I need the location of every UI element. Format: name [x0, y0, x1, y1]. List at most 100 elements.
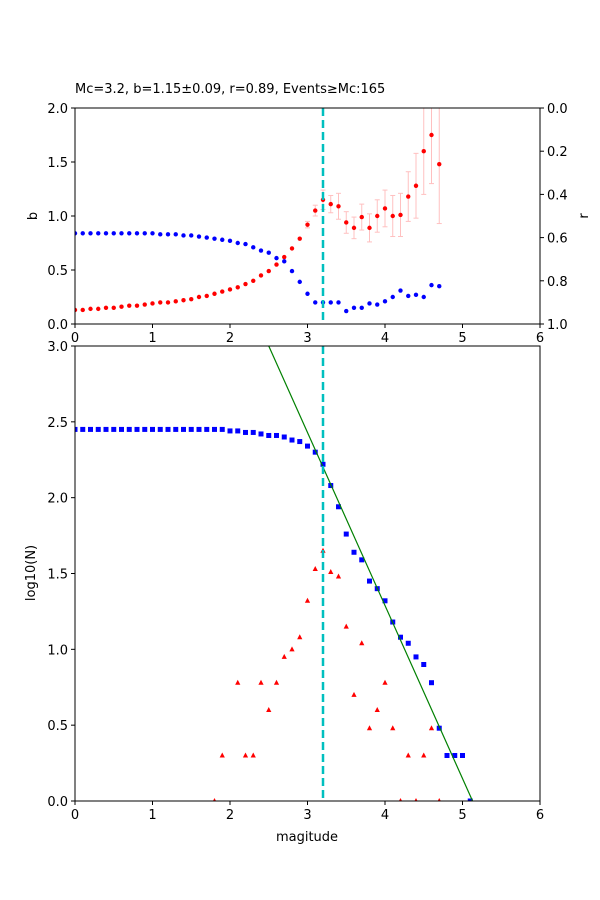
noncumulative-count-point — [366, 725, 373, 731]
cumulative-count-point — [274, 432, 279, 438]
cumulative-count-point — [196, 426, 202, 432]
r-value-point — [173, 232, 178, 237]
r-value-point — [243, 241, 248, 247]
x-tick-label: 5 — [458, 808, 466, 823]
b-value-point — [212, 291, 217, 296]
frequency-marks — [75, 346, 474, 801]
gr-fit-line — [268, 346, 474, 801]
bottom-xlabel: magitude — [276, 830, 338, 845]
cumulative-count-point — [204, 426, 210, 432]
b-value-point — [227, 287, 233, 292]
b-value-point — [429, 132, 434, 138]
noncumulative-count-point — [374, 707, 380, 712]
r-value-point — [88, 231, 93, 236]
r-value-point — [297, 279, 302, 285]
cumulative-count-point — [289, 437, 295, 443]
cumulative-count-point — [165, 426, 171, 432]
noncumulative-count-point — [398, 798, 403, 801]
y-tick-label: 3.0 — [47, 340, 68, 355]
x-tick-label: 6 — [536, 331, 544, 346]
b-value-point — [313, 208, 318, 213]
r-value-point — [313, 300, 318, 305]
b-value-point — [134, 303, 140, 308]
r-value-point — [336, 300, 341, 305]
x-tick-label: 5 — [458, 331, 466, 346]
r-value-point — [390, 294, 395, 300]
noncumulative-count-point — [304, 597, 311, 603]
y-tick-label: 1.5 — [47, 568, 68, 583]
x-tick-label: 4 — [381, 331, 389, 346]
cumulative-count-point — [398, 634, 403, 640]
x-tick-label: 1 — [148, 808, 156, 823]
y-tick-label: 0.0 — [47, 795, 68, 810]
y-tick-label: 2.5 — [47, 416, 68, 431]
cumulative-count-point — [367, 578, 372, 584]
noncumulative-count-point — [250, 752, 256, 758]
cumulative-count-point — [212, 426, 217, 432]
b-value-point — [235, 285, 240, 290]
b-value-point — [359, 214, 364, 220]
noncumulative-count-point — [297, 634, 303, 640]
r-value-point — [251, 245, 256, 250]
b-value-point — [406, 194, 411, 199]
r-value-point — [111, 231, 116, 236]
r-value-point — [421, 294, 426, 300]
r-value-point — [196, 234, 202, 239]
r-value-point — [119, 231, 124, 236]
y-tick-label: 2.0 — [47, 102, 68, 117]
noncumulative-count-point — [405, 752, 411, 758]
noncumulative-count-point — [258, 679, 264, 685]
bottom-clipped-marks — [75, 346, 474, 801]
cumulative-count-point — [188, 426, 194, 432]
b-value-point — [390, 213, 395, 219]
b-value-point — [189, 296, 194, 302]
cumulative-count-point — [421, 662, 427, 667]
cumulative-count-point — [142, 426, 148, 432]
b-value-point — [204, 293, 209, 299]
b-value-point — [344, 220, 349, 225]
b-value-point — [328, 201, 333, 207]
r-value-point — [80, 231, 85, 236]
frequency-panel: 0 1 2 3 4 5 6 0.0 0.5 1.0 1.5 2.0 2.5 3.0 magitude lo… — [24, 340, 544, 845]
cumulative-count-point — [111, 426, 117, 432]
noncumulative-count-point — [289, 646, 295, 652]
r-value-point — [429, 282, 434, 288]
noncumulative-count-point — [242, 752, 249, 758]
cumulative-count-point — [305, 443, 310, 449]
right-y-tick-label: 0.0 — [547, 102, 568, 117]
r-value-point — [127, 231, 132, 236]
r-value-point — [359, 305, 364, 310]
x-tick-label: 3 — [303, 808, 311, 823]
r-value-point — [274, 255, 279, 261]
cumulative-count-point — [312, 449, 318, 455]
b-value-point — [165, 300, 171, 305]
r-value-point — [398, 288, 403, 293]
cumulative-count-point — [258, 431, 264, 437]
x-tick-label: 0 — [71, 808, 79, 823]
cumulative-count-point — [382, 598, 388, 604]
r-value-point — [189, 233, 194, 238]
r-value-point — [134, 231, 140, 236]
b-value-point — [258, 273, 264, 278]
r-value-point — [344, 308, 349, 314]
b-value-point — [282, 254, 287, 260]
b-value-point — [173, 299, 178, 304]
r-value-point — [235, 240, 240, 246]
r-value-point — [305, 291, 310, 296]
r-value-point — [165, 232, 171, 237]
right-y-tick-label: 0.2 — [547, 145, 568, 160]
r-value-point — [406, 293, 411, 299]
top-ylabel: b — [26, 212, 41, 220]
x-tick-label: 2 — [226, 808, 234, 823]
r-value-point — [158, 232, 163, 237]
b-value-point — [305, 222, 310, 227]
r-value-point — [282, 259, 287, 264]
noncumulative-count-point — [235, 679, 241, 685]
r-value-point — [96, 231, 101, 236]
b-value-point — [251, 278, 256, 283]
cumulative-count-point — [250, 429, 256, 435]
noncumulative-count-point — [421, 752, 427, 758]
b-value-point — [158, 300, 163, 305]
y-tick-label: 1.0 — [47, 210, 68, 225]
